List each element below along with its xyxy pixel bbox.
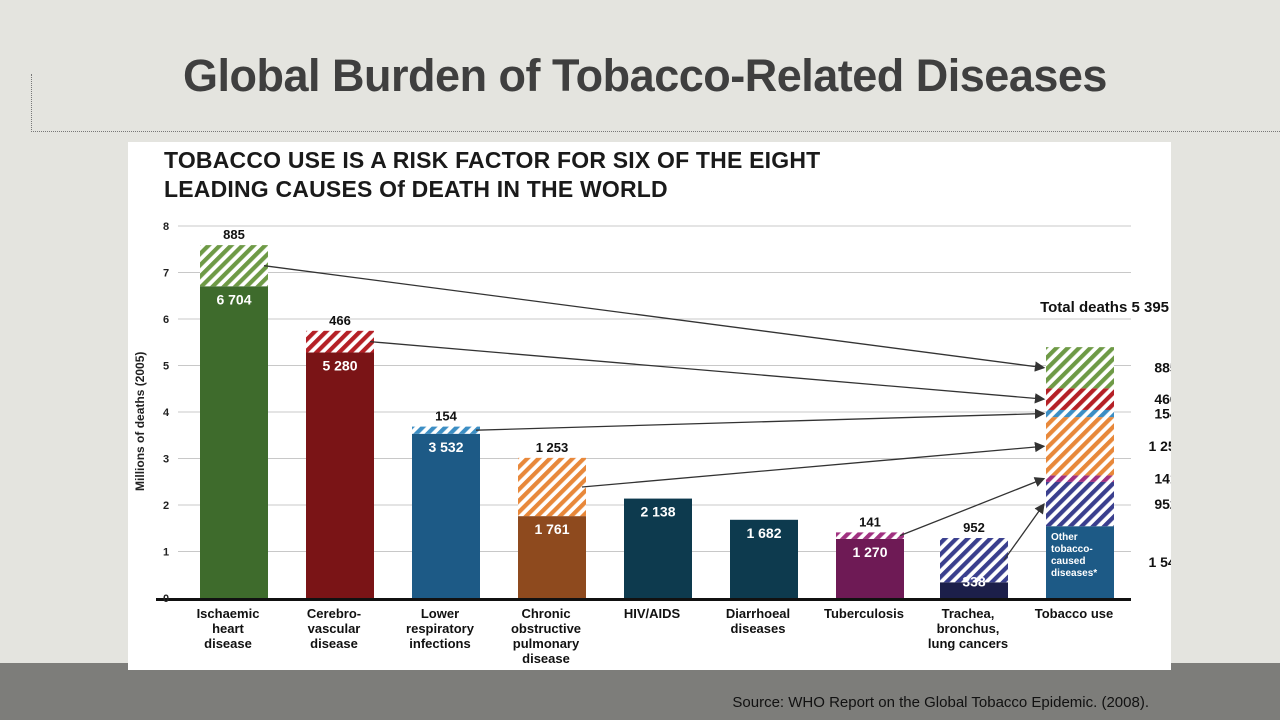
category-label: respiratory [406, 621, 475, 636]
tobacco-segment-label: 952 [1154, 496, 1171, 512]
other-diseases-text: diseases* [1051, 568, 1097, 579]
tobacco-base-value: 1 544 [1148, 554, 1171, 570]
base-value-label: 3 532 [428, 439, 463, 455]
slide-title: Global Burden of Tobacco-Related Disease… [183, 50, 1107, 101]
bar-tobacco-segment [940, 538, 1008, 583]
bar-base-segment [412, 433, 480, 598]
bar-base-segment [940, 582, 1008, 598]
base-value-label: 5 280 [322, 357, 357, 373]
tobacco-attributable-label: 466 [329, 313, 351, 328]
y-tick-label: 5 [163, 361, 169, 373]
y-tick-label: 4 [163, 407, 170, 419]
chart-title-line-2: LEADING CAUSES Of DEATH IN THE WORLD [164, 176, 668, 202]
tobacco-segment-label: 154 [1154, 406, 1171, 422]
y-tick-label: 6 [163, 314, 169, 326]
bar-tobacco-segment [412, 426, 480, 434]
other-diseases-text: Other [1051, 532, 1078, 543]
link-arrow [899, 477, 1046, 537]
tobacco-attributable-label: 1 253 [536, 440, 569, 455]
tobacco-segment [1046, 409, 1114, 418]
bar-tobacco-segment [306, 330, 374, 353]
bar-base-segment [730, 519, 798, 598]
category-label: lung cancers [928, 636, 1008, 651]
arrows [263, 265, 1046, 561]
link-arrow [369, 340, 1046, 404]
tobacco-segment-label: 1 253 [1148, 438, 1171, 454]
y-axis: 0 1 2 3 4 5 6 7 8 Millions of deaths (2005) [133, 221, 170, 605]
bar-tobacco-segment [518, 457, 586, 517]
category-label: disease [310, 636, 358, 651]
tobacco-segment [1046, 347, 1114, 389]
bar-tobacco-segment [836, 532, 904, 539]
category-label: HIV/AIDS [624, 606, 681, 621]
category-label: disease [522, 651, 570, 666]
category-label: Tuberculosis [824, 606, 904, 621]
category-label: infections [409, 636, 470, 651]
base-value-label: 338 [962, 573, 986, 589]
chart-panel: TOBACCO USE IS A RISK FACTOR FOR SIX OF … [128, 142, 1171, 670]
tobacco-segment [1046, 481, 1114, 527]
tobacco-attributable-label: 885 [223, 227, 245, 242]
bar-base-segment [518, 516, 586, 598]
category-labels: IschaemicheartdiseaseCerebro-vasculardis… [197, 606, 1114, 666]
tobacco-attributable-label: 154 [435, 409, 457, 424]
decorative-vertical-rule [31, 74, 32, 132]
category-label: heart [212, 621, 244, 636]
category-label: Cerebro- [307, 606, 361, 621]
category-label: obstructive [511, 621, 581, 636]
category-label: Chronic [521, 606, 570, 621]
category-label: Trachea, [942, 606, 995, 621]
y-tick-label: 7 [163, 268, 169, 280]
bar-tobacco-segment [200, 245, 268, 287]
category-label: Tobacco use [1035, 606, 1114, 621]
category-label: Diarrhoeal [726, 606, 790, 621]
category-label: vascular [308, 621, 361, 636]
tobacco-segment-label: 885 [1154, 360, 1171, 376]
link-arrow [263, 265, 1046, 372]
chart-title: TOBACCO USE IS A RISK FACTOR FOR SIX OF … [164, 146, 820, 204]
base-value-label: 1 270 [852, 544, 887, 560]
tobacco-base-segment [1046, 526, 1114, 598]
footer-band [0, 663, 1280, 720]
link-arrow [1003, 503, 1045, 561]
base-value-label: 1 761 [534, 521, 569, 537]
link-arrow [475, 408, 1046, 431]
y-tick-label: 2 [163, 500, 169, 512]
value-labels: 885 6 704 466 5 280 154 3 532 1 253 1 761 2 138 1… [216, 227, 1171, 589]
link-arrow [581, 441, 1046, 488]
chart-title-line-1: TOBACCO USE IS A RISK FACTOR FOR SIX OF … [164, 147, 821, 173]
tobacco-segment [1046, 388, 1114, 410]
total-deaths-label: Total deaths 5 395 [1040, 299, 1169, 316]
bar-base-segment [624, 498, 692, 598]
category-label: pulmonary [513, 636, 580, 651]
tobacco-segment [1046, 475, 1114, 482]
y-tick-label: 8 [163, 221, 169, 233]
category-label: bronchus, [937, 621, 1000, 636]
tobacco-attributable-label: 952 [963, 520, 985, 535]
base-value-label: 1 682 [746, 525, 781, 541]
tobacco-segment [1046, 417, 1114, 476]
tobacco-attributable-label: 141 [859, 514, 881, 529]
decorative-horizontal-rule [31, 131, 1280, 132]
base-value-label: 6 704 [216, 291, 251, 307]
bar-base-segment [306, 352, 374, 598]
category-label: Ischaemic [197, 606, 260, 621]
other-diseases-text: caused [1051, 556, 1085, 567]
tobacco-segment-label: 141 [1154, 471, 1171, 487]
y-tick-label: 1 [163, 547, 169, 559]
base-value-label: 2 138 [640, 504, 675, 520]
category-label: diseases [731, 621, 786, 636]
category-label: Lower [421, 606, 459, 621]
source-caption: Source: WHO Report on the Global Tobacco… [732, 694, 1149, 711]
bar-base-segment [200, 286, 268, 598]
bars [200, 245, 1114, 598]
other-diseases-text: tobacco- [1051, 544, 1093, 555]
y-tick-label: 3 [163, 454, 169, 466]
y-axis-title: Millions of deaths (2005) [133, 352, 147, 491]
bar-base-segment [836, 538, 904, 598]
y-tick-label: 0 [163, 593, 169, 605]
category-label: disease [204, 636, 252, 651]
tobacco-segment-label: 466 [1154, 391, 1171, 407]
bar-chart: 0 1 2 3 4 5 6 7 8 Millions of deaths (2005) 885 6 … [133, 221, 1171, 666]
